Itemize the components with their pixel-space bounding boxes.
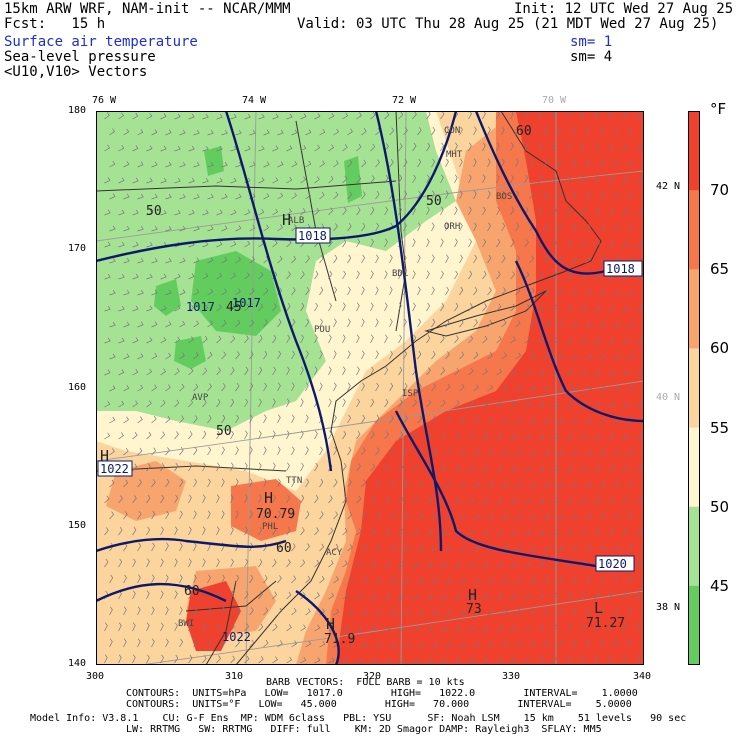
graticule (96, 111, 644, 665)
temp-label: 70.79 (256, 507, 295, 522)
colorbar-label: 70 (710, 181, 730, 199)
temp-label: 60 (184, 584, 200, 599)
station-label: POU (314, 325, 330, 335)
isobar-label: 1018 (606, 262, 635, 276)
lon-label-72w: 72 W (392, 95, 417, 106)
colorbar-label: 65 (710, 260, 730, 278)
temp-label: 73 (466, 602, 482, 617)
contours-degf: CONTOURS: UNITS=°F LOW= 45.000 HIGH= 70.… (126, 699, 632, 710)
colorbar-label: 45 (710, 577, 730, 595)
station-label: ORH (444, 222, 460, 232)
temp-label: 45 (226, 300, 242, 315)
barb-info: BARB VECTORS: FULL BARB = 10 kts (266, 677, 465, 688)
colorbar-band (688, 348, 700, 429)
colorbar-band (688, 585, 700, 665)
temp-label: 60 (276, 541, 292, 556)
grid-label-310: 310 (225, 671, 244, 682)
field-2-sm: sm= 4 (570, 49, 613, 65)
temp-label: 50 (426, 194, 442, 209)
grid-label-330: 330 (502, 671, 521, 682)
station-label: BOS (496, 192, 512, 202)
station-label: ACY (326, 548, 343, 558)
isobar-label: 1020 (598, 557, 627, 571)
model-info-1: Model Info: V3.8.1 CU: G-F Ens MP: WDM 6… (30, 713, 687, 724)
colorbar-label: 55 (710, 419, 730, 437)
temperature-map: 50 50 50 60 60 60 45 73 71.9 71.27 70.79… (96, 111, 644, 665)
field-1-name: Surface air temperature (4, 34, 198, 50)
isobar-label: 1017 (232, 296, 261, 310)
high-marker: H (282, 211, 291, 229)
grid-label-180: 180 (68, 105, 87, 116)
temp-label: 71.9 (324, 632, 355, 647)
station-label: CON (444, 126, 460, 136)
temp-band-above-70 (336, 111, 644, 665)
map-frame (96, 111, 644, 665)
temp-patch-below-45-d (204, 146, 224, 176)
grid-label-140: 140 (68, 658, 87, 669)
temp-patch-below-45-a (191, 251, 281, 336)
colorbar-band (688, 506, 700, 587)
field-1-sm: sm= 1 (570, 34, 613, 50)
grid-label-170: 170 (68, 243, 87, 254)
model-info-2: LW: RRTMG SW: RRTMG DIFF: full KM: 2D Sm… (126, 724, 602, 735)
station-label: ISP (402, 389, 419, 399)
colorbar-label: 50 (710, 498, 730, 516)
init-time: Init: 12 UTC Wed 27 Aug 25 (514, 1, 734, 17)
isobars (96, 111, 644, 665)
lon-label-76w: 76 W (92, 95, 117, 106)
station-label: ALB (288, 216, 304, 226)
borders (96, 111, 602, 665)
temp-patch-above-70-south (186, 581, 241, 651)
colorbar-label: 60 (710, 339, 730, 357)
grid-label-160: 160 (68, 382, 87, 393)
station-label: BWI (178, 619, 194, 629)
temp-patch-below-45-c (174, 336, 206, 369)
station-label: MHT (446, 150, 463, 160)
high-marker: H (326, 615, 335, 633)
station-label: TTN (286, 476, 302, 486)
temperature-colorbar (688, 111, 700, 665)
lon-label-74w: 74 W (242, 95, 267, 106)
temp-label: 50 (216, 424, 232, 439)
isobar-label: 1022 (222, 630, 251, 644)
field-3-name: <U10,V10> Vectors (4, 64, 148, 80)
lat-label-42n: 42 N (656, 181, 681, 192)
station-label: AVP (192, 393, 209, 403)
grid-label-150: 150 (68, 520, 87, 531)
high-marker: H (100, 447, 109, 465)
grid-label-340: 340 (633, 671, 652, 682)
temp-patch-below-45-e (344, 156, 362, 203)
forecast-hour: Fcst: 15 h (4, 16, 106, 32)
model-title: 15km ARW WRF, NAM-init -- NCAR/MMM (4, 1, 291, 17)
colorbar-unit: °F (710, 100, 727, 118)
high-marker: H (468, 586, 477, 604)
colorbar-band (688, 190, 700, 270)
contours-hpa: CONTOURS: UNITS=hPa LOW= 1017.0 HIGH= 10… (126, 688, 638, 699)
colorbar-band (688, 269, 700, 349)
temp-label: 60 (516, 124, 532, 139)
grid-label-320: 320 (363, 671, 382, 682)
field-2-name: Sea-level pressure (4, 49, 156, 65)
lat-label-40n: 40 N (656, 392, 681, 403)
temp-label: 50 (146, 204, 162, 219)
valid-time: Valid: 03 UTC Thu 28 Aug 25 (21 MDT Wed … (297, 16, 719, 32)
isobar-label: 1018 (298, 229, 327, 243)
lon-label-70w: 70 W (542, 95, 567, 106)
station-label: PHL (262, 522, 278, 532)
temp-label: 71.27 (586, 616, 625, 631)
high-marker: H (264, 489, 273, 507)
station-label: BDL (392, 269, 408, 279)
isobar-label: 1022 (100, 462, 129, 476)
lat-label-38n: 38 N (656, 602, 681, 613)
colorbar-band (688, 111, 700, 191)
isobar-label: 1017 (186, 300, 215, 314)
colorbar-band (688, 427, 700, 508)
low-marker: L (594, 599, 603, 617)
temp-patch-below-45-b (154, 279, 181, 316)
grid-label-300: 300 (86, 671, 105, 682)
